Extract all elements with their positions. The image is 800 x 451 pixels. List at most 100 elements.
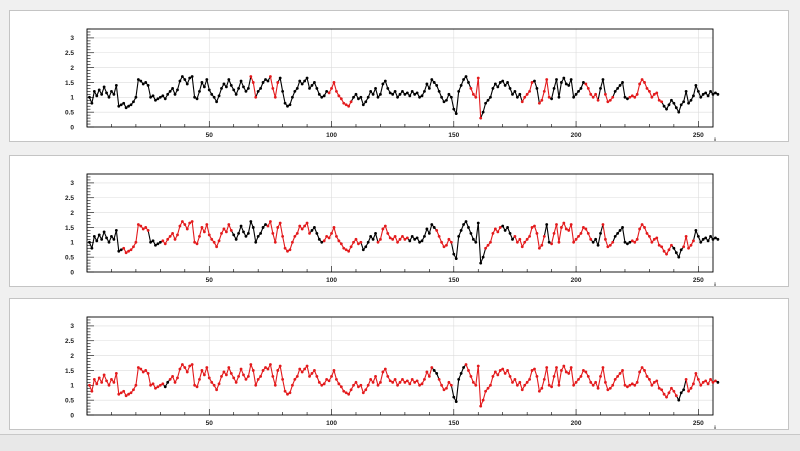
data-point xyxy=(276,369,280,372)
data-point xyxy=(452,252,456,256)
data-point xyxy=(591,95,595,99)
x-tick-label: 100 xyxy=(326,420,337,427)
series-segment xyxy=(115,85,120,107)
data-point xyxy=(704,379,708,383)
data-point xyxy=(283,389,287,393)
data-point xyxy=(227,366,231,369)
series-segment xyxy=(685,379,690,392)
data-point xyxy=(523,95,527,99)
data-point xyxy=(562,364,566,368)
data-point xyxy=(662,392,666,396)
data-point xyxy=(633,95,637,99)
data-point xyxy=(599,231,602,235)
data-point xyxy=(335,234,338,238)
series-segment xyxy=(147,373,152,386)
data-point xyxy=(127,104,130,108)
x-axis-title: i xyxy=(714,425,716,429)
data-point xyxy=(268,220,272,223)
data-point xyxy=(271,374,275,378)
series-segment xyxy=(482,248,487,258)
series-segment xyxy=(450,242,455,255)
data-point xyxy=(533,367,536,371)
data-point xyxy=(503,84,507,87)
series-segment xyxy=(570,79,575,98)
data-point xyxy=(237,231,241,235)
data-point xyxy=(584,370,588,374)
data-point xyxy=(176,233,179,237)
data-point xyxy=(425,370,429,374)
data-point xyxy=(545,366,549,369)
data-point xyxy=(249,220,253,223)
data-point xyxy=(310,372,314,375)
series-segment xyxy=(541,91,545,101)
data-point xyxy=(114,372,118,375)
data-point xyxy=(572,240,576,244)
data-point xyxy=(520,245,524,249)
data-point xyxy=(537,246,541,250)
data-point xyxy=(672,389,676,393)
series-segment xyxy=(455,91,460,114)
data-point xyxy=(674,251,678,255)
data-point xyxy=(616,231,620,235)
data-point xyxy=(552,86,556,90)
data-point xyxy=(674,106,678,110)
data-point xyxy=(271,231,275,235)
data-point xyxy=(684,89,688,93)
data-point xyxy=(704,91,708,95)
data-point xyxy=(564,370,568,374)
data-point xyxy=(648,89,651,93)
data-point xyxy=(540,98,544,102)
data-point xyxy=(308,231,311,235)
data-point xyxy=(110,234,113,238)
data-point xyxy=(386,86,390,90)
data-point xyxy=(677,110,681,114)
data-point xyxy=(530,226,534,229)
data-point xyxy=(122,389,126,393)
data-point xyxy=(202,85,206,89)
data-point xyxy=(584,82,588,86)
y-tick-label: 0 xyxy=(70,412,74,419)
data-point xyxy=(687,389,690,393)
data-point xyxy=(303,79,307,83)
series-segment xyxy=(558,82,562,98)
data-point xyxy=(626,97,629,101)
data-point xyxy=(180,220,184,223)
data-point xyxy=(513,377,517,381)
data-point xyxy=(210,92,214,96)
data-point xyxy=(141,82,145,86)
data-point xyxy=(335,377,338,381)
data-point xyxy=(242,373,245,377)
data-point xyxy=(684,234,688,238)
data-point xyxy=(295,374,299,378)
data-point xyxy=(205,78,209,81)
data-point xyxy=(161,94,165,98)
pad-2[interactable]: 0 0.5 1 1.5 2 2.5 3 50 100 150 200 250 i xyxy=(9,155,789,287)
data-point xyxy=(594,237,598,241)
data-point xyxy=(293,89,297,93)
data-point xyxy=(559,81,563,84)
data-point xyxy=(533,224,536,228)
series-segment xyxy=(636,83,641,95)
data-point xyxy=(178,224,182,228)
data-point xyxy=(457,234,461,238)
data-point xyxy=(621,226,624,229)
data-point xyxy=(525,92,529,96)
pad-1[interactable]: 0 0.5 1 1.5 2 2.5 3 50 100 150 200 250 i xyxy=(9,10,789,142)
data-point xyxy=(687,101,690,105)
data-point xyxy=(288,391,292,395)
pad-3[interactable]: 0 0.5 1 1.5 2 2.5 3 50 100 150 200 250 i xyxy=(9,298,789,430)
data-point xyxy=(635,380,639,384)
data-point xyxy=(266,79,270,83)
data-point xyxy=(376,383,380,387)
data-point xyxy=(591,383,595,387)
series-segment xyxy=(477,365,482,407)
data-point xyxy=(672,246,676,250)
series-segment xyxy=(282,236,286,249)
data-point xyxy=(657,98,661,102)
data-point xyxy=(212,383,216,387)
data-point xyxy=(498,369,502,372)
data-point xyxy=(264,223,267,226)
data-point xyxy=(440,95,443,99)
data-point xyxy=(234,237,238,241)
data-point xyxy=(586,231,590,235)
